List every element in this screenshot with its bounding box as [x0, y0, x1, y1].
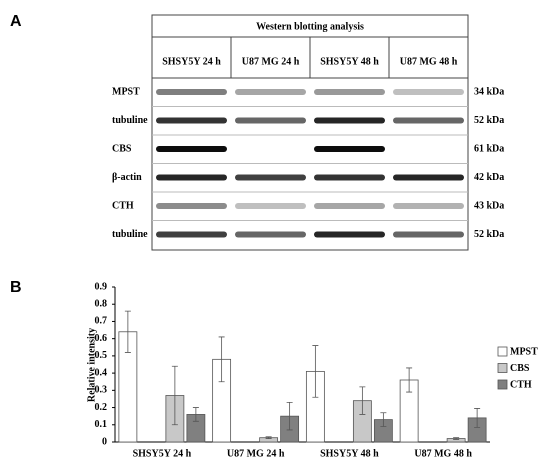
blot-column-label: U87 MG 24 h — [242, 56, 300, 67]
blot-row-label: CBS — [112, 143, 132, 154]
blot-row-label: CTH — [112, 200, 134, 211]
x-tick-label: U87 MG 24 h — [227, 448, 285, 459]
blot-band — [393, 232, 464, 238]
blot-row-label: tubuline — [112, 115, 148, 126]
blot-band — [314, 175, 385, 181]
blot-size: 61 kDa — [474, 143, 504, 154]
x-tick-label: U87 MG 48 h — [414, 448, 472, 459]
blot-band — [156, 118, 227, 124]
y-tick-label: 0.3 — [95, 385, 108, 396]
blot-size: 42 kDa — [474, 172, 504, 183]
blot-row-label: tubuline — [112, 229, 148, 240]
blot-band — [156, 175, 227, 181]
blot-size: 52 kDa — [474, 229, 504, 240]
blot-band — [393, 175, 464, 181]
blot-band — [156, 146, 227, 152]
blot-size: 43 kDa — [474, 200, 504, 211]
blot-band — [393, 203, 464, 209]
blot-column-label: SHSY5Y 48 h — [320, 56, 379, 67]
legend-label: CTH — [510, 379, 532, 390]
blot-band — [156, 232, 227, 238]
legend-swatch — [498, 380, 507, 389]
y-tick-label: 0.5 — [95, 350, 108, 361]
blot-title: Western blotting analysis — [256, 21, 364, 32]
panel-label: B — [10, 279, 22, 296]
blot-band — [156, 89, 227, 95]
blot-band — [393, 89, 464, 95]
figure: A B Western blotting analysis Relative i… — [0, 0, 543, 460]
blot-column-label: SHSY5Y 24 h — [162, 56, 221, 67]
legend-label: CBS — [510, 363, 530, 374]
y-tick-label: 0.4 — [95, 367, 108, 378]
y-tick-label: 0 — [102, 436, 107, 447]
legend-label: MPST — [510, 346, 538, 357]
blot-size: 34 kDa — [474, 86, 504, 97]
blot-column-label: U87 MG 48 h — [400, 56, 458, 67]
blot-band — [393, 118, 464, 124]
blot-band — [235, 175, 306, 181]
blot-band — [235, 118, 306, 124]
blot-row-label: MPST — [112, 86, 140, 97]
blot-band — [314, 232, 385, 238]
x-tick-label: SHSY5Y 24 h — [133, 448, 192, 459]
blot-band — [314, 89, 385, 95]
blot-size: 52 kDa — [474, 115, 504, 126]
y-tick-label: 0.6 — [95, 333, 108, 344]
panel-label: A — [10, 13, 22, 30]
blot-band — [235, 232, 306, 238]
blot-band — [314, 118, 385, 124]
y-tick-label: 0.9 — [95, 281, 108, 292]
y-tick-label: 0.8 — [95, 299, 108, 310]
blot-band — [235, 89, 306, 95]
blot-band — [235, 203, 306, 209]
y-tick-label: 0.2 — [95, 402, 108, 413]
blot-band — [156, 203, 227, 209]
y-tick-label: 0.7 — [95, 316, 108, 327]
legend-swatch — [498, 347, 507, 356]
blot-band — [314, 203, 385, 209]
blot-band — [314, 146, 385, 152]
blot-row-label: β-actin — [112, 172, 142, 183]
x-tick-label: SHSY5Y 48 h — [320, 448, 379, 459]
y-tick-label: 0.1 — [95, 419, 108, 430]
legend-swatch — [498, 364, 507, 373]
